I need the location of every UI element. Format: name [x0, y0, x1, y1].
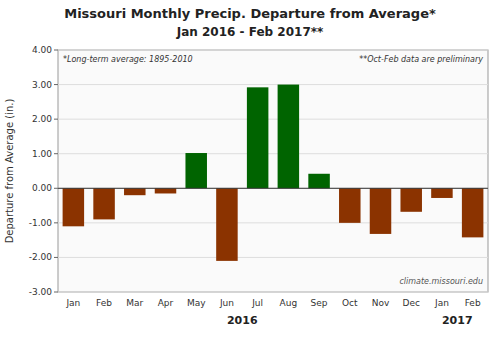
y-tick-label: 4.00 — [32, 45, 52, 55]
y-tick-label: 2.00 — [32, 114, 52, 124]
y-tick — [54, 188, 58, 189]
year-label: 2016 — [227, 314, 258, 327]
bar — [400, 188, 422, 212]
y-tick-label: -1.00 — [29, 218, 53, 228]
plot-area — [58, 50, 488, 292]
bar — [185, 153, 207, 188]
x-tick-label: Jan — [65, 298, 80, 308]
bar — [370, 188, 392, 234]
y-tick-label: -2.00 — [29, 252, 53, 262]
x-tick-label: Apr — [158, 298, 174, 308]
y-tick — [54, 153, 58, 154]
bar — [155, 188, 177, 193]
x-tick-label: Sep — [311, 298, 328, 308]
year-label: 2017 — [442, 314, 473, 327]
bar — [216, 188, 238, 261]
bar — [462, 188, 484, 237]
grid-line — [58, 119, 488, 120]
x-tick-label: Jun — [219, 298, 234, 308]
grid-line — [58, 257, 488, 258]
bar — [308, 174, 330, 189]
bar — [431, 188, 453, 198]
x-tick-label: Feb — [96, 298, 112, 308]
y-tick — [54, 84, 58, 85]
x-tick-label: Feb — [465, 298, 481, 308]
chart: Missouri Monthly Precip. Departure from … — [0, 0, 500, 342]
grid-line — [58, 50, 488, 51]
bar — [93, 188, 115, 219]
x-tick-label: Aug — [280, 298, 298, 308]
y-tick — [54, 222, 58, 223]
y-tick-label: 3.00 — [32, 80, 52, 90]
bars — [63, 85, 484, 261]
y-tick-label: 1.00 — [32, 149, 52, 159]
x-tick-label: Jan — [434, 298, 449, 308]
y-tick — [54, 292, 58, 293]
x-tick-label: Mar — [126, 298, 143, 308]
title: Missouri Monthly Precip. Departure from … — [64, 6, 436, 21]
grid-line — [58, 153, 488, 154]
watermark: climate.missouri.edu — [399, 277, 483, 286]
y-tick-label: 0.00 — [32, 183, 52, 193]
grid-line — [58, 84, 488, 85]
y-tick — [54, 50, 58, 51]
bar — [278, 85, 300, 189]
y-tick — [54, 257, 58, 258]
bar — [63, 188, 85, 226]
x-tick-label: Nov — [372, 298, 390, 308]
y-tick — [54, 119, 58, 120]
annotation: **Oct-Feb data are preliminary — [359, 55, 483, 64]
subtitle: Jan 2016 - Feb 2017** — [176, 25, 324, 39]
bar — [339, 188, 361, 223]
x-tick-label: Jul — [251, 298, 263, 308]
grid-line — [58, 292, 488, 293]
y-tick-label: -3.00 — [29, 287, 53, 297]
bar — [124, 188, 145, 195]
bar — [247, 87, 269, 188]
x-tick-label: Oct — [342, 298, 358, 308]
x-tick-label: May — [187, 298, 206, 308]
y-axis-label: Departure from Average (in.) — [4, 99, 15, 244]
grid-line — [58, 188, 488, 189]
x-tick-label: Dec — [403, 298, 420, 308]
grid-line — [58, 222, 488, 223]
annotation: *Long-term average: 1895-2010 — [63, 55, 193, 64]
zero-line — [58, 188, 488, 189]
